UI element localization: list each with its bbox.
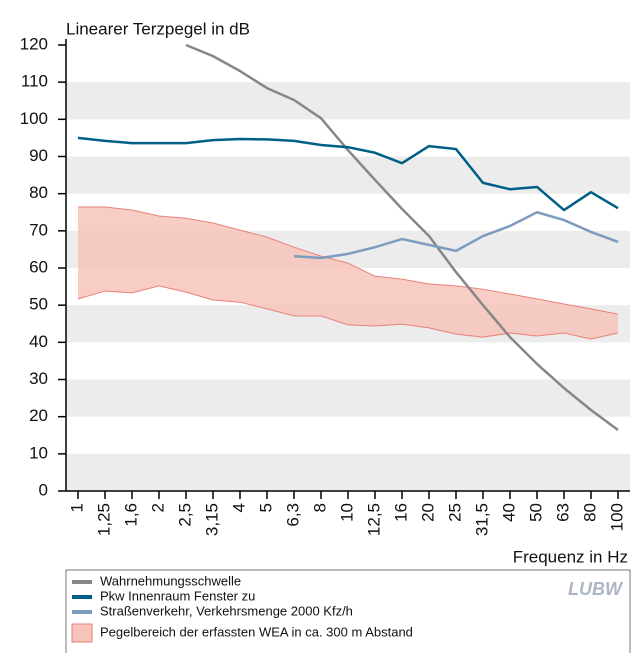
legend-swatch	[72, 595, 92, 599]
y-tick-label: 110	[21, 72, 48, 91]
band-upper-edge	[78, 206, 619, 315]
y-tick-label: 0	[39, 480, 48, 499]
y-tick-label: 100	[20, 109, 48, 128]
y-tick-label: 90	[29, 146, 48, 165]
logo: LUBW	[568, 579, 624, 599]
grid-band	[66, 156, 630, 194]
y-axis-title: Linearer Terzpegel in dB	[66, 19, 250, 38]
x-tick-label: 6,3	[283, 503, 302, 527]
x-tick-label: 5	[256, 503, 275, 512]
y-tick-label: 60	[29, 257, 48, 276]
x-tick-label: 50	[526, 503, 545, 522]
x-tick-label: 2,5	[175, 503, 194, 527]
x-tick-label: 100	[607, 503, 626, 531]
series-line	[77, 136, 619, 212]
grid-band	[66, 379, 630, 417]
grid-band	[66, 453, 630, 491]
x-tick-label: 80	[580, 503, 599, 522]
grid-band	[66, 82, 630, 120]
y-tick-label: 120	[20, 34, 48, 53]
y-tick-label: 70	[29, 220, 48, 239]
x-tick-label: 2	[148, 503, 167, 512]
x-tick-label: 20	[418, 503, 437, 522]
legend-label: Wahrnehmungsschwelle	[100, 573, 241, 588]
x-tick-label: 10	[337, 503, 356, 522]
y-tick-label: 10	[29, 443, 48, 462]
x-tick-label: 12,5	[364, 503, 383, 536]
x-tick-label: 8	[310, 503, 329, 512]
x-tick-label: 4	[229, 503, 248, 512]
y-tick-label: 40	[29, 332, 48, 351]
legend-label: Straßenverkehr, Verkehrsmenge 2000 Kfz/h	[100, 603, 353, 618]
band-lower-edge	[77, 285, 619, 340]
x-tick-label: 1,25	[94, 503, 113, 536]
series-line	[293, 211, 619, 260]
x-tick-label: 25	[445, 503, 464, 522]
x-tick-label: 31,5	[472, 503, 491, 536]
x-axis-title: Frequenz in Hz	[513, 547, 628, 566]
series-line	[185, 43, 619, 432]
x-tick-label: 1	[67, 503, 86, 512]
legend-swatch	[71, 623, 93, 643]
x-tick-label: 16	[391, 503, 410, 522]
legend-label: Pkw Innenraum Fenster zu	[100, 588, 255, 603]
y-tick-label: 80	[29, 183, 48, 202]
x-tick-label: 40	[499, 503, 518, 522]
y-tick-label: 20	[29, 406, 48, 425]
plot-layer	[66, 43, 630, 491]
legend-box	[65, 569, 631, 653]
x-tick-label: 1,6	[121, 503, 140, 527]
y-tick-label: 50	[29, 295, 48, 314]
legend-label: Pegelbereich der erfassten WEA in ca. 30…	[100, 624, 413, 639]
legend-swatch	[72, 610, 92, 614]
x-tick-label: 3,15	[202, 503, 221, 536]
x-tick-label: 63	[553, 503, 572, 522]
y-tick-label: 30	[29, 369, 48, 388]
legend-swatch	[72, 580, 92, 584]
